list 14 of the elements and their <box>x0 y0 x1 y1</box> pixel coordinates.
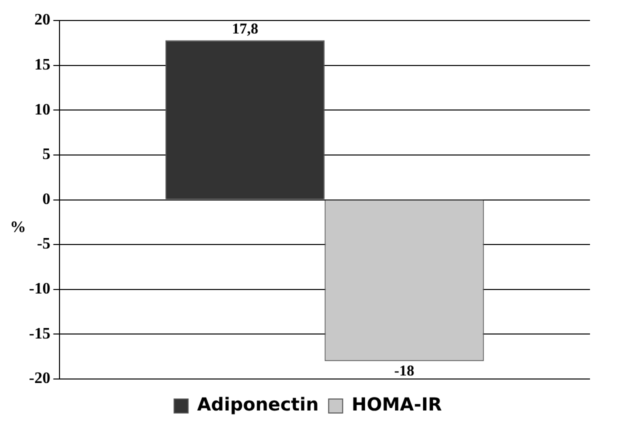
y-tick-label: 0 <box>42 190 50 208</box>
y-axis-title: % <box>10 218 26 236</box>
data-label: -18 <box>394 363 414 380</box>
y-tick-label: 5 <box>42 146 50 164</box>
y-tick-label: -15 <box>29 325 50 342</box>
y-tick-label: 20 <box>34 12 50 29</box>
y-tick-label: 10 <box>34 101 50 118</box>
legend-label: HOMA-IR <box>352 394 442 416</box>
y-tick-label: -5 <box>37 236 50 253</box>
legend-label: Adiponectin <box>197 394 319 416</box>
y-tick-label: -20 <box>29 370 50 388</box>
data-label: 17,8 <box>232 22 258 38</box>
y-tick-label: -10 <box>29 280 50 298</box>
y-tick-label: 15 <box>34 56 50 74</box>
